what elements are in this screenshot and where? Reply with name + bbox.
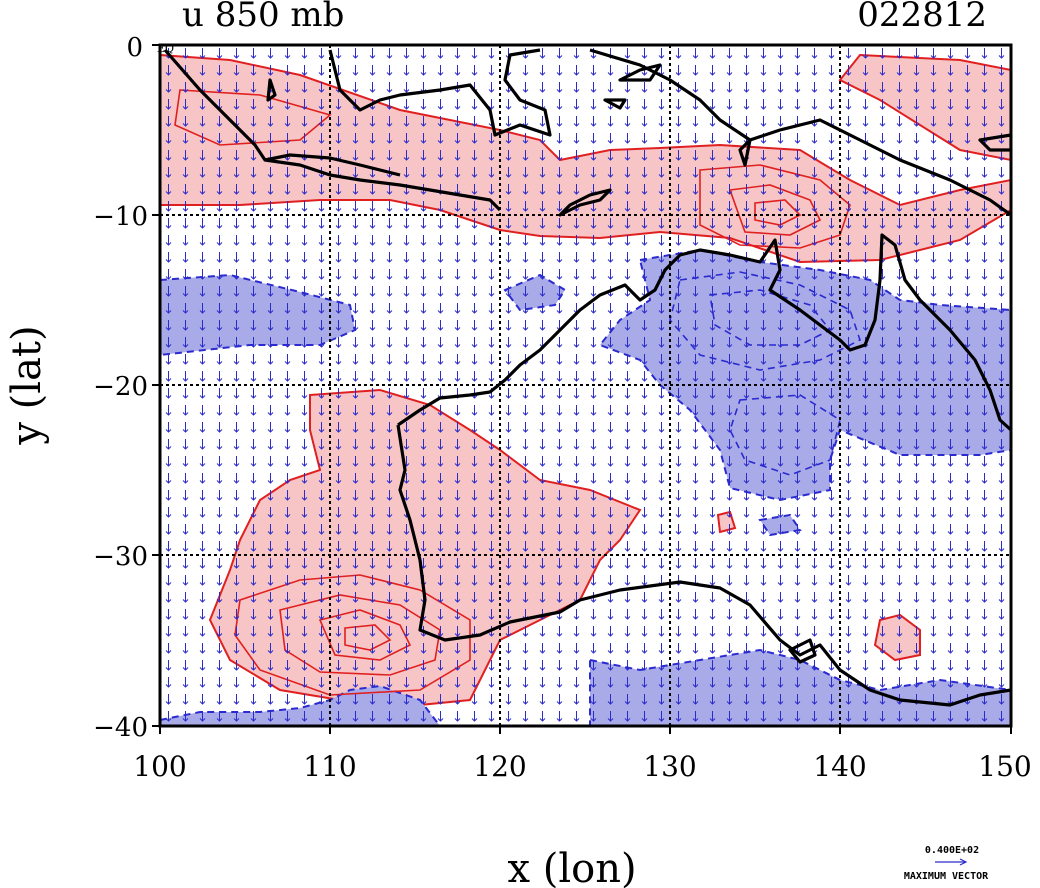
tick-marks bbox=[152, 44, 1012, 734]
grid bbox=[160, 45, 1011, 726]
x-tick-label: 100 bbox=[133, 750, 186, 783]
x-axis-label: x (lon) bbox=[507, 846, 636, 888]
vector-key: 0.400E+02 MAXIMUM VECTOR bbox=[904, 845, 989, 882]
vector-key-magnitude: 0.400E+02 bbox=[925, 845, 979, 856]
date-code: 022812 bbox=[857, 0, 987, 35]
y-tick-label-suffix: EQ bbox=[157, 42, 174, 55]
coastlines bbox=[163, 48, 1011, 707]
x-tick-label: 140 bbox=[813, 750, 866, 783]
plot-title: u 850 mb bbox=[182, 0, 344, 35]
x-tick-labels: 100 110 120 130 140 150 bbox=[133, 750, 1031, 783]
y-tick-label: −40 bbox=[93, 713, 148, 743]
x-tick-label: 120 bbox=[473, 750, 526, 783]
y-axis-label: y (lat) bbox=[4, 325, 50, 445]
x-tick-label: 150 bbox=[978, 750, 1031, 783]
vector-key-arrowhead bbox=[959, 858, 968, 866]
y-tick-label: −10 bbox=[93, 202, 148, 232]
x-tick-label: 110 bbox=[303, 750, 356, 783]
y-tick-label: 0 bbox=[126, 33, 143, 63]
x-tick-label: 130 bbox=[643, 750, 696, 783]
y-tick-label: −30 bbox=[93, 542, 148, 572]
y-tick-labels: 0 EQ −10 −20 −30 −40 bbox=[93, 33, 174, 743]
y-tick-label: −20 bbox=[93, 372, 148, 402]
vector-key-label: MAXIMUM VECTOR bbox=[904, 871, 989, 882]
